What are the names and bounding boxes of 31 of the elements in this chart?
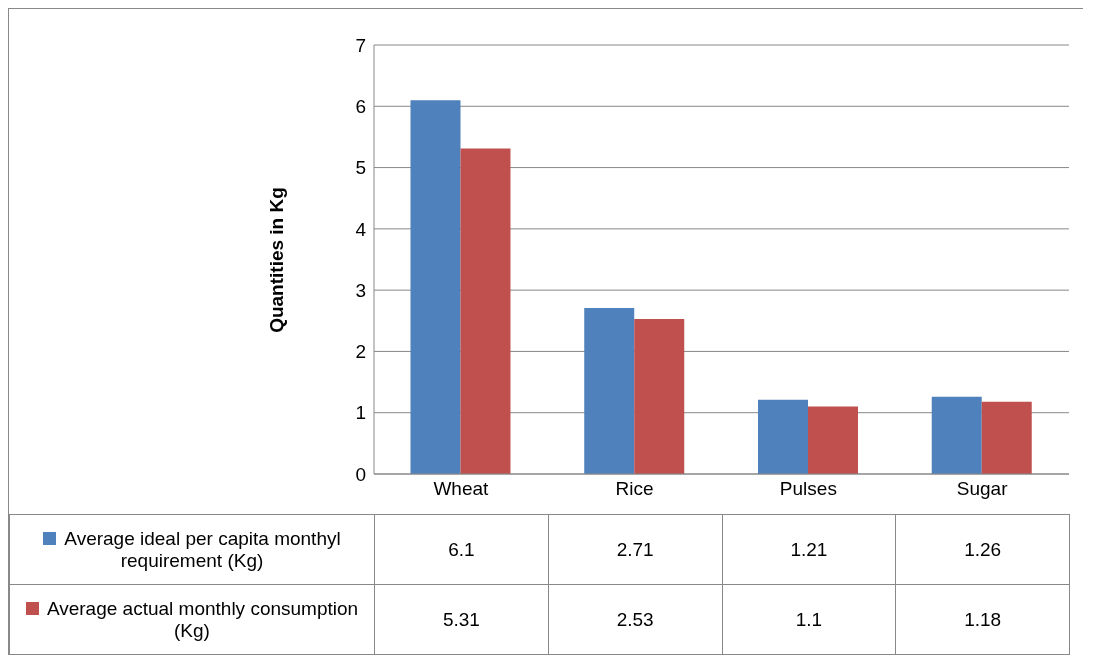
y-tick-label: 5 [355,157,366,179]
y-tick-label: 3 [355,279,366,301]
legend-label: Average actual monthly consumption (Kg) [9,584,375,655]
y-tick-label: 6 [355,96,366,118]
bar [757,399,808,474]
x-tick-label: Wheat [433,478,490,500]
bar [584,307,635,474]
x-tick-label: Rice [615,478,654,500]
data-label: 6.1 [374,514,549,585]
y-tick-label: 4 [355,218,367,240]
bar [460,148,511,474]
y-tick-label: 1 [355,402,366,424]
data-label: 2.71 [548,514,722,585]
x-tick-label: Pulses [779,478,837,500]
data-label: 5.31 [374,584,549,655]
data-label: 1.18 [895,584,1070,655]
legend-label: Average ideal per capita monthyl requirement (Kg) [9,514,375,585]
data-label: 1.1 [722,584,896,655]
bar [410,100,461,474]
bar [981,401,1032,474]
data-label: 2.53 [548,584,722,655]
y-axis-title: Quantities in Kg [266,186,288,333]
y-tick-label: 7 [355,34,366,56]
bar [807,406,858,474]
bar [634,318,685,474]
x-tick-label: Sugar [956,478,1009,500]
y-tick-label: 0 [355,463,366,485]
data-label: 1.26 [895,514,1070,585]
bar [931,396,982,474]
data-label: 1.21 [722,514,896,585]
y-tick-label: 2 [355,341,366,363]
